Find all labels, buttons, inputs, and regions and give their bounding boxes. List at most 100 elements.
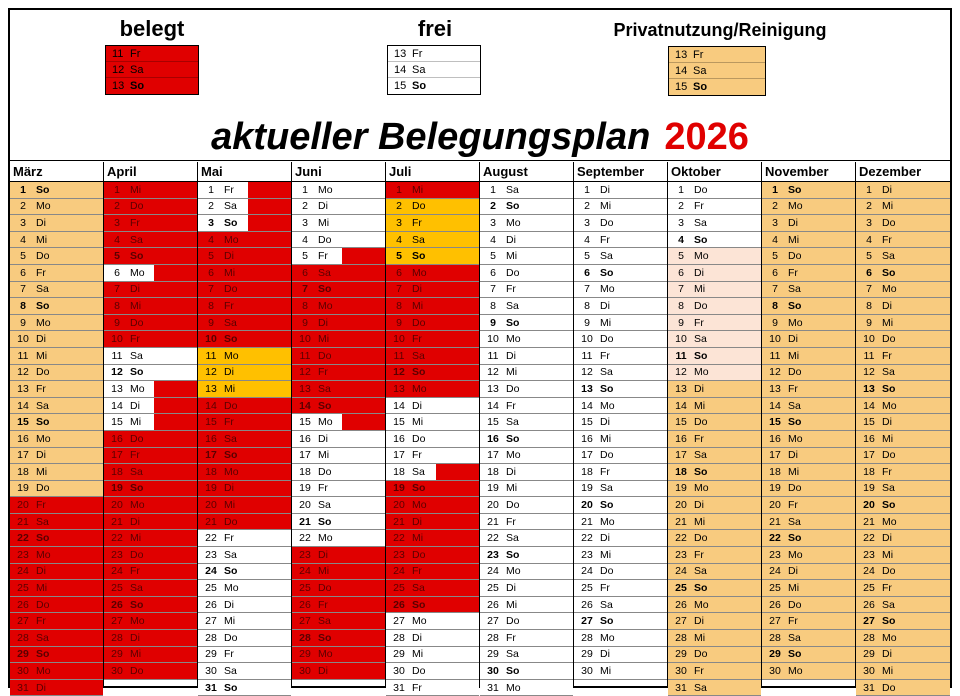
weekday-label: Mi [224,499,236,512]
day-number: 16 [299,432,311,445]
weekday-label: Di [788,565,798,578]
day-number: 1 [114,183,120,196]
weekday-label: Di [224,366,234,379]
day-cell: 10 Do [574,331,667,348]
day-number: 3 [20,216,26,229]
weekday-label: Di [36,681,46,694]
day-cell: 16 Mo [762,430,855,448]
day-number: 19 [675,482,687,495]
day-cell: 16 Do [104,430,197,448]
weekday-label: Mi [694,399,706,412]
weekday-label: Mi [412,532,424,545]
weekday-label: So [600,499,614,512]
weekday-label: So [882,615,896,628]
day-cell: 9 Mi [856,314,950,332]
weekday-label: Sa [882,598,895,611]
weekday-label: Fr [788,615,798,628]
weekday-label: So [130,366,144,379]
day-number: 1 [302,183,308,196]
day-cell: 16 Sa [198,430,291,448]
weekday-label: Sa [412,582,425,595]
day-number: 25 [393,582,405,595]
day-number: 31 [393,681,405,694]
day-number: 25 [205,582,217,595]
legend-belegt-box: 11 Fr 12 Sa 13 So [105,45,199,95]
day-cell: 19 Sa [574,480,667,498]
weekday-label: Mi [600,432,612,445]
day-number: 27 [393,615,405,628]
day-cell: 26 Do [762,596,855,614]
day-cell: 15 Mi [386,414,479,431]
day-cell: 25 Do [292,580,385,597]
weekday-label: Do [318,349,332,362]
weekday-label: So [506,548,520,561]
weekday-label: Sa [412,233,425,246]
day-number: 20 [393,499,405,512]
day-list: 1 Mi 2 Do 3 Fr 4 Sa 5 So 6 Mo 7 Di 8 Mi 9 Do 10 Fr 11 Sa 12 So 1… [386,182,479,696]
day-cell: 30 Fr [668,663,761,680]
day-cell: 13 Fr [10,381,103,398]
day-cell: 30 Sa [198,663,291,680]
weekday-label: Fr [130,216,140,229]
weekday-label: Fr [600,349,610,362]
weekday-label: Sa [224,316,237,329]
day-number: 9 [208,316,214,329]
day-cell: 5 So [104,248,197,265]
day-list: 1 Mi 2 Do 3 Fr 4 Sa 5 So 6 Mo 7 Di 8 Mi 9 Do 10 Fr 11 Sa 12 So 1… [104,182,197,680]
day-number: 11 [205,349,217,362]
weekday-label: Do [412,316,426,329]
belegt-bar [154,414,197,430]
day-number: 18 [487,465,499,478]
weekday-label: Mo [130,266,145,279]
day-cell: 4 Fr [574,231,667,249]
day-number: 23 [581,548,593,561]
day-number: 14 [111,399,123,412]
day-number: 26 [299,598,311,611]
day-cell: 8 Mi [386,298,479,315]
day-cell: 19 Mi [480,480,573,498]
day-list: 1 Mo 2 Di 3 Mi 4 Do 5 Fr 6 Sa 7 So 8 Mo 9 Di 10 Mi 11 Do 12 Fr 1… [292,182,385,680]
day-cell: 8 Di [856,298,950,315]
day-number: 2 [584,200,590,213]
weekday-label: Fr [506,631,516,644]
day-number: 28 [205,631,217,644]
day-number: 29 [299,648,311,661]
day-cell: 14 Sa [762,397,855,415]
month-column: September 1 Di 2 Mi 3 Do 4 Fr 5 Sa 6 So 7 Mo 8 Di 9 Mi 10 Do… [574,162,668,686]
day-cell: 19 So [386,480,479,498]
day-cell: 2 Di [292,198,385,216]
day-cell: 1 So [10,182,103,199]
weekday-label: Mo [882,399,897,412]
day-number: 17 [205,449,217,462]
weekday-label: Mo [788,548,803,561]
weekday-label: Fr [36,499,46,512]
day-number: 21 [487,515,499,528]
weekday-label: Fr [412,681,422,694]
day-number: 7 [20,283,26,296]
weekday-label: Do [224,515,238,528]
day-cell: 27 Mo [104,613,197,631]
weekday-label: Fr [318,598,328,611]
month-header: August [480,162,573,182]
month-header: Dezember [856,162,950,182]
weekday-label: Mo [36,665,51,678]
day-number: 2 [772,200,778,213]
day-number: 11 [487,349,499,362]
day-number: 7 [678,283,684,296]
month-column: August 1 Sa 2 So 3 Mo 4 Di 5 Mi 6 Do 7 Fr 8 Sa 9 So 10 Mo 11 D… [480,162,574,696]
weekday-label: Di [788,449,798,462]
weekday-label: Do [412,432,426,445]
weekday-label: So [412,250,426,263]
day-cell: 19 Mo [668,480,761,498]
day-cell: 28 Fr [480,630,573,647]
weekday-label: Di [694,499,704,512]
weekday-label: Mi [788,465,800,478]
day-number: 27 [299,615,311,628]
day-cell: 29 Di [574,646,667,664]
weekday-label: Do [412,665,426,678]
day-cell: 8 Mi [104,298,197,315]
day-cell: 12 So [386,364,479,382]
day-cell: 15 So [10,414,103,431]
day-cell: 5 Fr [292,248,385,265]
day-cell: 17 Do [574,447,667,465]
